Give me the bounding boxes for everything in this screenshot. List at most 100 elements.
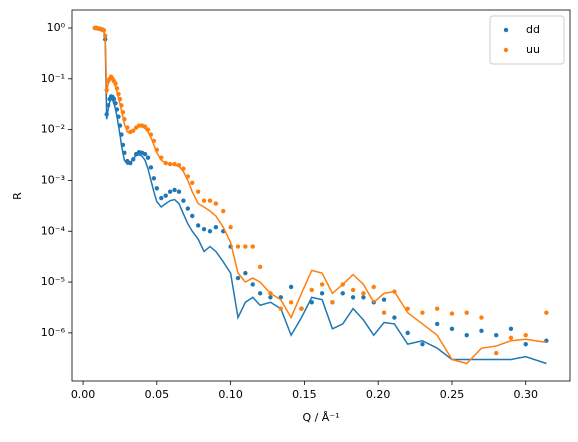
plot-area — [71, 9, 571, 382]
point — [167, 189, 173, 194]
point — [479, 315, 484, 320]
point — [228, 225, 233, 230]
x-tick-label: 0.00 — [71, 388, 96, 401]
fit-line — [94, 27, 547, 365]
point — [392, 289, 397, 294]
point — [464, 310, 469, 315]
point — [340, 282, 345, 287]
legend-marker — [503, 47, 509, 53]
point — [268, 295, 273, 300]
point — [181, 166, 186, 171]
y-tick-label: 10⁻⁶ — [41, 326, 66, 339]
point — [111, 96, 117, 102]
point — [128, 160, 133, 166]
legend-box — [489, 15, 565, 65]
point — [117, 123, 123, 128]
point — [142, 151, 148, 157]
point — [117, 96, 123, 102]
point — [159, 155, 164, 160]
point — [508, 326, 514, 332]
point — [114, 107, 120, 112]
point — [181, 198, 186, 203]
point — [235, 244, 241, 249]
x-tick-label: 0.25 — [440, 388, 465, 401]
point — [494, 333, 499, 338]
point — [122, 117, 127, 122]
point — [119, 103, 124, 108]
point — [142, 124, 148, 129]
legend: dd uu — [489, 15, 565, 65]
point — [145, 155, 151, 160]
point — [250, 244, 255, 249]
point — [464, 333, 469, 338]
legend-label: uu — [526, 43, 540, 56]
y-tick-label: 10⁻² — [41, 123, 65, 136]
point — [381, 310, 387, 315]
point — [257, 264, 263, 269]
point — [120, 142, 126, 148]
point — [508, 335, 514, 341]
y-tick-label: 10⁻³ — [41, 173, 65, 186]
point — [119, 132, 124, 137]
point — [195, 189, 201, 194]
point — [114, 86, 120, 91]
point — [131, 157, 136, 162]
point — [105, 103, 111, 108]
point — [101, 28, 106, 33]
point — [243, 244, 248, 249]
point — [148, 132, 154, 137]
legend-label: dd — [526, 23, 540, 36]
point — [190, 180, 195, 185]
point — [145, 127, 151, 132]
x-tick-label: 0.15 — [292, 388, 317, 401]
point — [405, 306, 410, 311]
point — [278, 306, 283, 311]
point — [371, 284, 376, 290]
point — [116, 91, 121, 97]
point — [113, 101, 118, 106]
x-tick-label: 0.20 — [366, 388, 391, 401]
point — [207, 229, 213, 234]
point — [213, 201, 219, 206]
point — [435, 306, 440, 311]
point — [151, 138, 157, 144]
point — [288, 284, 294, 290]
point — [449, 311, 455, 316]
point — [340, 291, 345, 296]
point — [176, 162, 182, 168]
point — [288, 300, 294, 305]
point — [381, 297, 387, 302]
x-axis-label: Q / Å⁻¹ — [302, 411, 339, 424]
point — [167, 161, 173, 167]
point — [544, 310, 549, 315]
point — [120, 110, 126, 115]
point — [201, 198, 207, 203]
point — [250, 282, 255, 287]
y-axis-label: R — [11, 192, 24, 200]
point — [309, 300, 314, 305]
point — [122, 150, 127, 155]
x-tick-label: 0.05 — [145, 388, 170, 401]
point — [185, 206, 191, 211]
point — [116, 114, 121, 119]
point — [299, 306, 304, 311]
point — [148, 165, 154, 170]
fit-line — [94, 27, 547, 365]
point — [319, 291, 325, 296]
point — [449, 326, 455, 332]
point — [163, 160, 168, 166]
point — [494, 350, 499, 356]
point — [201, 226, 207, 232]
y-tick-label: 10⁻¹ — [41, 72, 65, 85]
x-tick-label: 0.30 — [513, 388, 538, 401]
point — [213, 225, 219, 230]
point — [361, 291, 366, 296]
y-tick-label: 10⁻⁴ — [41, 224, 66, 237]
point — [523, 333, 528, 338]
point — [185, 174, 191, 179]
point — [221, 208, 226, 214]
x-tick-label: 0.10 — [218, 388, 243, 401]
point — [159, 195, 164, 201]
point — [172, 161, 177, 167]
